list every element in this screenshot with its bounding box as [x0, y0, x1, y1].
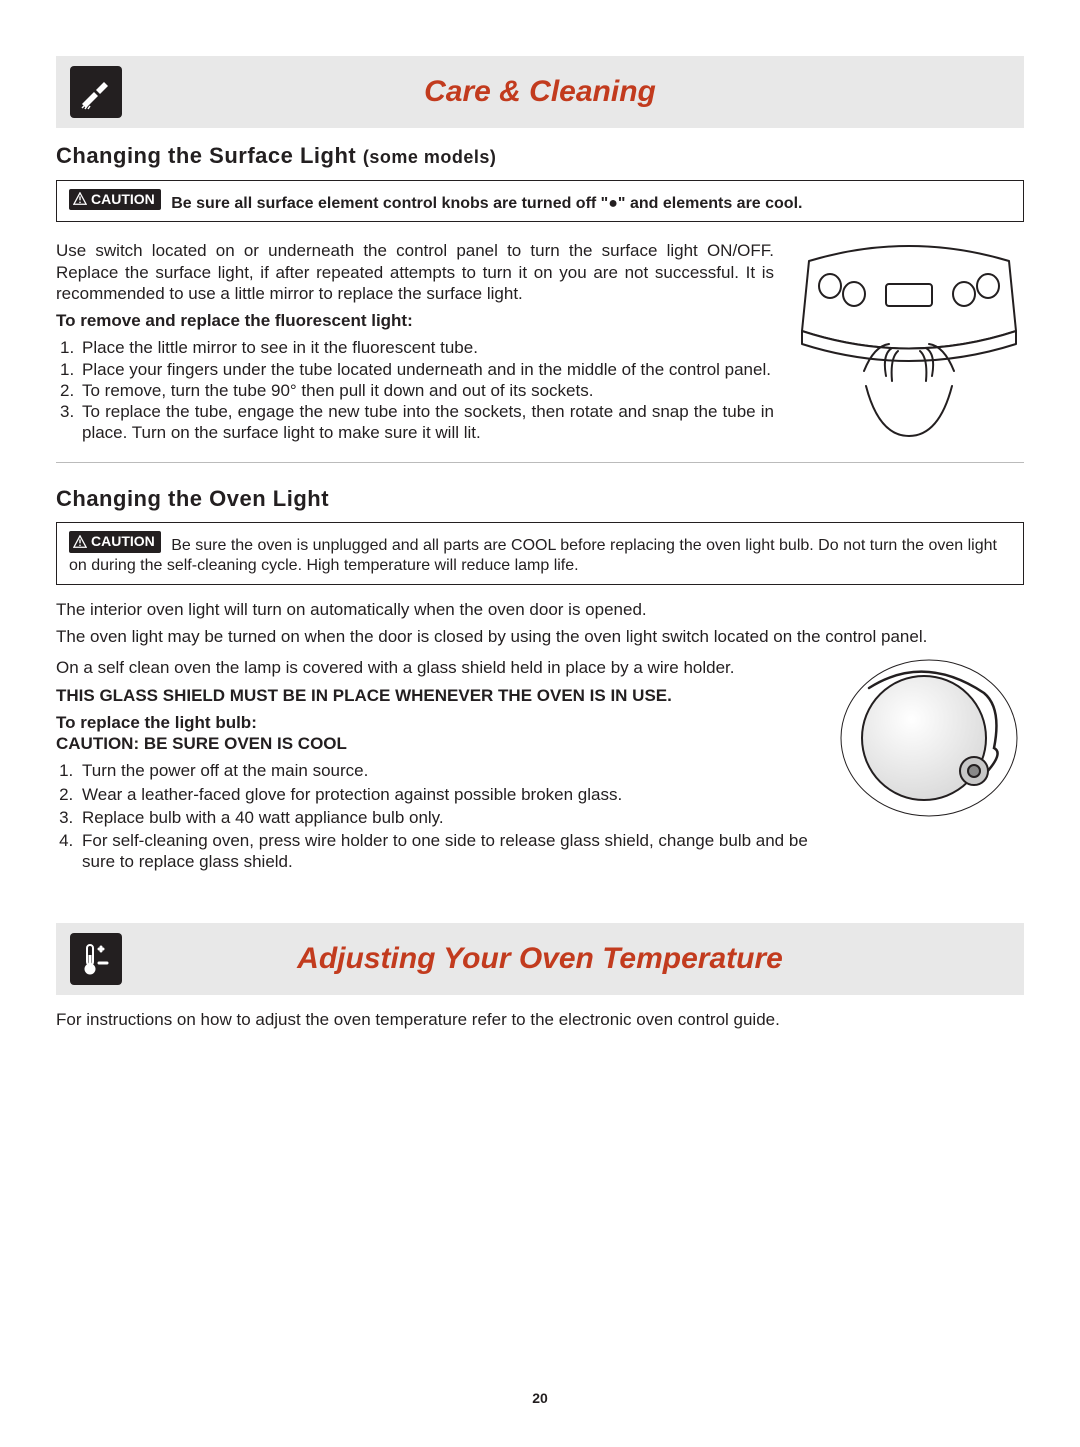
caution-badge: CAUTION	[69, 189, 161, 211]
step-num: 1.	[60, 359, 82, 380]
thermometer-adjust-icon	[70, 933, 122, 985]
steps-list: 1.Place the little mirror to see in it t…	[56, 337, 774, 443]
section-title: Care & Cleaning	[140, 73, 940, 111]
section-title: Adjusting Your Oven Temperature	[140, 940, 940, 978]
warning-triangle-icon	[73, 535, 87, 549]
step-text: For self-cleaning oven, press wire holde…	[78, 830, 814, 873]
subheading-surface-light: Changing the Surface Light (some models)	[56, 142, 1024, 170]
steps-heading-2: CAUTION: BE SURE OVEN IS COOL	[56, 733, 814, 754]
steps-heading: To remove and replace the fluorescent li…	[56, 310, 774, 331]
subheading-oven-light: Changing the Oven Light	[56, 485, 1024, 513]
bulb-shield-illustration	[834, 653, 1024, 874]
caution-text: Be sure all surface element control knob…	[171, 194, 802, 211]
caution-label: CAUTION	[91, 191, 155, 209]
divider	[56, 462, 1024, 463]
step-text: To replace the tube, engage the new tube…	[82, 401, 774, 444]
step-text: Replace bulb with a 40 watt appliance bu…	[78, 807, 814, 828]
body-p2: The oven light may be turned on when the…	[56, 626, 1024, 647]
step-text: Place the little mirror to see in it the…	[82, 337, 774, 358]
section-header-care-cleaning: Care & Cleaning	[56, 56, 1024, 128]
cleaning-brush-icon	[70, 66, 122, 118]
steps-heading-1: To replace the light bulb:	[56, 712, 814, 733]
step-text: Place your fingers under the tube locate…	[82, 359, 774, 380]
intro-paragraph: Use switch located on or underneath the …	[56, 240, 774, 304]
steps-list-oven: Turn the power off at the main source. W…	[56, 760, 814, 872]
warning-triangle-icon	[73, 192, 87, 206]
body-p4: THIS GLASS SHIELD MUST BE IN PLACE WHENE…	[56, 685, 814, 706]
caution-box-surface: CAUTION Be sure all surface element cont…	[56, 180, 1024, 223]
caution-text: Be sure the oven is unplugged and all pa…	[69, 537, 997, 574]
caution-box-oven: CAUTION Be sure the oven is unplugged an…	[56, 522, 1024, 585]
page-number: 20	[56, 1390, 1024, 1408]
step-text: Wear a leather-faced glove for protectio…	[78, 784, 814, 805]
step-num: 3.	[60, 401, 82, 444]
caution-label: CAUTION	[91, 533, 155, 551]
caution-badge: CAUTION	[69, 531, 161, 553]
subheading-sub: (some models)	[363, 147, 497, 167]
step-num: 2.	[60, 380, 82, 401]
section2-body: For instructions on how to adjust the ov…	[56, 1009, 1024, 1030]
section-header-adjust-temp: Adjusting Your Oven Temperature	[56, 923, 1024, 995]
step-text: Turn the power off at the main source.	[78, 760, 814, 781]
control-panel-illustration	[794, 236, 1024, 443]
subheading-main: Changing the Surface Light	[56, 143, 363, 168]
body-p1: The interior oven light will turn on aut…	[56, 599, 1024, 620]
step-num: 1.	[60, 337, 82, 358]
body-p3: On a self clean oven the lamp is covered…	[56, 657, 814, 678]
step-text: To remove, turn the tube 90° then pull i…	[82, 380, 774, 401]
